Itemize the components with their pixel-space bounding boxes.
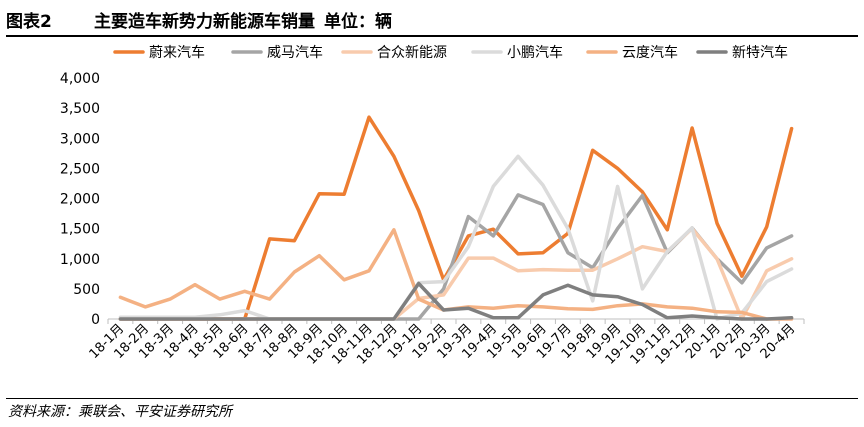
legend-label: 威马汽车 (267, 44, 323, 61)
series-line-6 (118, 281, 794, 321)
figure-title: 主要造车新势力新能源车销量 (94, 11, 315, 32)
series-line-3 (118, 226, 794, 321)
series-line-1 (118, 115, 794, 321)
legend-label: 云度汽车 (622, 44, 678, 61)
legend: 蔚来汽车 威马汽车 合众新能源 小鹏汽车 云度汽车 新特汽车 (113, 44, 788, 61)
footer-rule (6, 398, 858, 399)
series-line-4 (118, 154, 794, 321)
source-note: 资料来源：乘联会、平安证券研究所 (8, 404, 232, 420)
y-tick-label: 500 (73, 282, 100, 298)
y-tick-label: 4,000 (60, 71, 100, 87)
legend-label: 小鹏汽车 (507, 44, 563, 61)
sales-line-chart: 05001,0001,5002,0002,5003,0003,5004,000 … (60, 44, 805, 368)
series-lines (118, 115, 794, 321)
legend-label: 合众新能源 (377, 45, 447, 61)
y-axis: 0 500 1,000 1,500 2,000 2,500 3,000 3,500 4,000 (60, 71, 100, 328)
y-tick-label: 2,000 (60, 192, 100, 208)
header-rule (6, 35, 858, 37)
y-tick-label: 3,000 (60, 131, 100, 147)
y-tick-label: 2,500 (60, 161, 100, 177)
y-tick-label: 3,500 (60, 101, 100, 117)
y-tick-label: 1,500 (60, 222, 100, 238)
legend-label: 新特汽车 (732, 44, 788, 61)
y-tick-label: 1,000 (60, 252, 100, 268)
figure-label: 图表2 (6, 11, 52, 32)
figure-header: 图表2 主要造车新势力新能源车销量 单位：辆 (6, 6, 858, 32)
y-tick-label: 0 (91, 312, 100, 328)
legend-label: 蔚来汽车 (149, 44, 205, 61)
figure-unit: 单位：辆 (324, 11, 392, 32)
x-axis: 18-1月18-2月18-3月18-4月18-5月18-6月18-7月18-8月… (87, 318, 805, 368)
